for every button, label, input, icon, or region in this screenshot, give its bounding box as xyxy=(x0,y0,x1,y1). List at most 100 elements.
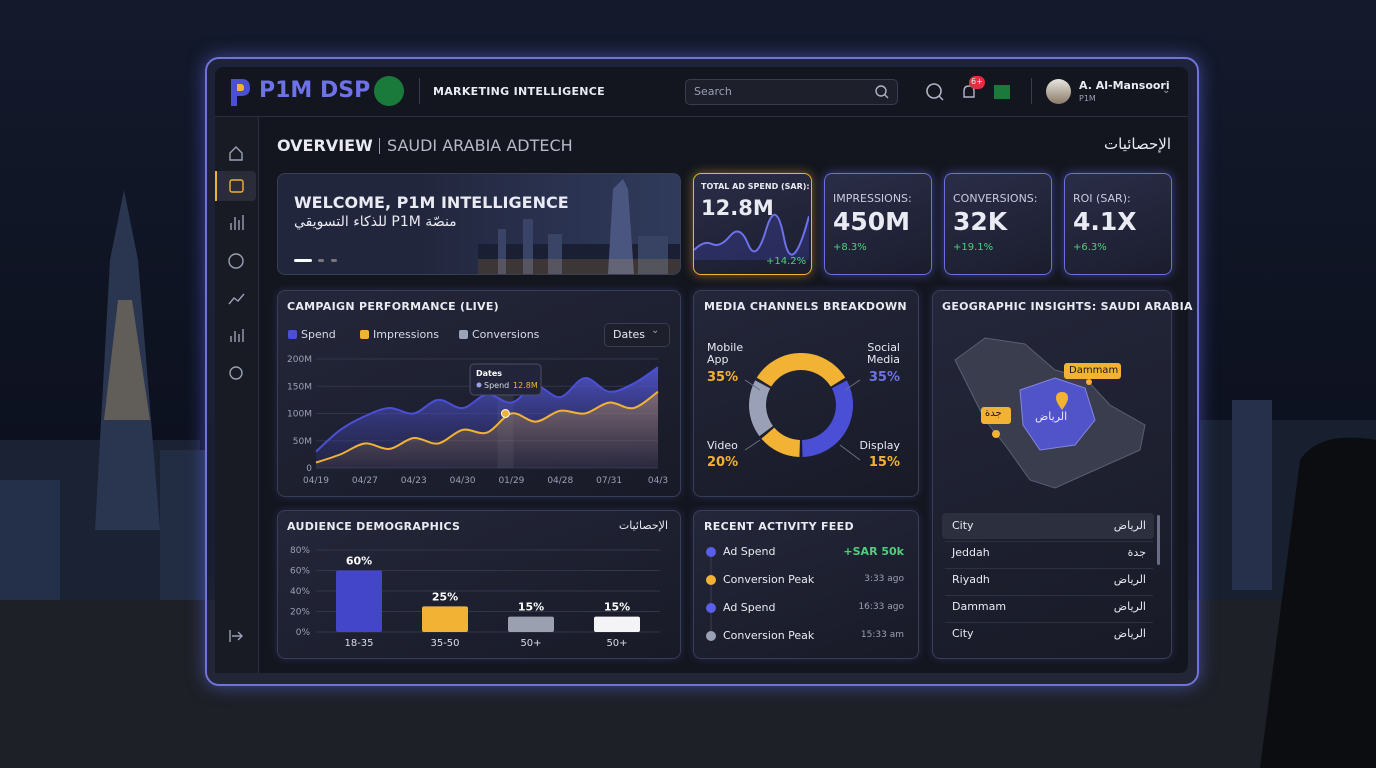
x-tick-label: 04/28 xyxy=(547,476,573,486)
x-tick-label: 07/31 xyxy=(596,476,622,486)
notification-badge xyxy=(969,76,985,89)
search-placeholder: Search xyxy=(694,85,732,98)
user-menu-caret[interactable]: ⌄ xyxy=(1162,85,1171,96)
header-divider xyxy=(215,116,1188,117)
donut-segment xyxy=(761,427,800,457)
tooltip-title: Dates xyxy=(476,369,502,378)
legend-swatch xyxy=(360,330,369,339)
card-title: CAMPAIGN PERFORMANCE (LIVE) xyxy=(287,300,500,313)
carousel-dot[interactable] xyxy=(294,259,312,262)
map-label: الرياض xyxy=(1035,410,1068,423)
activity-dot xyxy=(706,603,716,613)
y-tick-label: 60% xyxy=(290,567,310,577)
report-icon[interactable] xyxy=(230,329,244,342)
divider xyxy=(1031,78,1032,104)
carousel-dot[interactable] xyxy=(318,259,324,262)
activity-dot xyxy=(706,575,716,585)
donut-label: Display xyxy=(859,439,900,452)
sidebar-icons xyxy=(215,146,256,642)
kpi-label: TOTAL AD SPEND (SAR): xyxy=(701,182,810,191)
donut-value-label: 35% xyxy=(868,370,900,385)
x-tick-label: 04/23 xyxy=(401,476,427,486)
activity-detail: +SAR 50k xyxy=(843,545,904,558)
y-tick-label: 80% xyxy=(290,546,310,556)
search-box[interactable] xyxy=(685,79,898,105)
legend-swatch xyxy=(459,330,468,339)
kpi-label: ROI (SAR): xyxy=(1073,192,1131,205)
welcome-title: WELCOME, P1M INTELLIGENCE xyxy=(294,193,569,212)
row-divider xyxy=(945,541,1153,542)
y-tick-label: 100M xyxy=(287,410,312,420)
row-divider xyxy=(945,595,1153,596)
donut-label: Social Media xyxy=(866,341,900,366)
brand: P1M DSP xyxy=(259,78,371,103)
donut-segment xyxy=(749,380,773,437)
y-tick-label: 20% xyxy=(290,608,310,618)
card-title: RECENT ACTIVITY FEED xyxy=(704,520,854,533)
donut-value-label: 15% xyxy=(868,455,900,470)
riyadh-region[interactable] xyxy=(1019,377,1096,451)
kpi-change: +14.2% xyxy=(766,256,807,267)
leader-line xyxy=(744,379,761,391)
bar-value-label: 15% xyxy=(604,601,630,614)
activity-detail: 15:33 am xyxy=(860,630,904,640)
kpi-card[interactable] xyxy=(1064,173,1172,275)
legend-label: Conversions xyxy=(472,328,540,341)
table-selected-row[interactable] xyxy=(942,513,1154,539)
leader-line xyxy=(839,444,861,461)
date-filter[interactable] xyxy=(604,323,670,347)
card-title-arabic: الإحصائيات xyxy=(618,519,668,532)
table-cell: الرياض xyxy=(1113,627,1146,640)
bars-icon[interactable] xyxy=(230,215,244,230)
y-tick-label: 0 xyxy=(306,464,312,474)
active-indicator xyxy=(215,171,217,201)
y-tick-label: 0% xyxy=(296,628,311,638)
carousel-dot[interactable] xyxy=(331,259,337,262)
scrollbar[interactable] xyxy=(1157,515,1160,565)
legend-label: Impressions xyxy=(373,328,439,341)
table-cell: جدة xyxy=(1127,546,1146,559)
home-icon[interactable] xyxy=(229,146,243,161)
card-title: GEOGRAPHIC INSIGHTS: SAUDI ARABIA xyxy=(942,300,1193,313)
tooltip-series: Spend xyxy=(484,381,509,390)
settings-icon[interactable] xyxy=(229,366,243,380)
date-filter-label: Dates xyxy=(613,328,646,341)
leader-line xyxy=(744,439,761,451)
user-name[interactable]: A. Al-Mansoori xyxy=(1079,79,1170,92)
kpi-card[interactable] xyxy=(944,173,1052,275)
bar-value-label: 25% xyxy=(432,590,458,603)
activity-detail: 16:33 ago xyxy=(858,602,904,612)
table-cell: City xyxy=(952,519,974,532)
card-title: MEDIA CHANNELS BREAKDOWN xyxy=(704,300,907,313)
map-label: جدة xyxy=(985,408,1002,419)
donut-segment xyxy=(756,353,846,387)
activity-detail: 3:33 ago xyxy=(864,574,904,584)
kpi-label: CONVERSIONS: xyxy=(953,192,1038,205)
kpi-card[interactable] xyxy=(693,173,812,275)
kpi-sparkline xyxy=(694,214,809,260)
active-item xyxy=(216,171,256,201)
map-label: Dammam xyxy=(1069,365,1119,376)
page-title: OVERVIEW xyxy=(277,136,373,155)
bar xyxy=(508,616,554,632)
avatar[interactable] xyxy=(1046,79,1071,104)
kpi-card[interactable] xyxy=(824,173,932,275)
table-cell: Jeddah xyxy=(952,546,990,559)
tooltip-dot xyxy=(476,382,482,388)
trend-icon[interactable] xyxy=(228,293,245,305)
row-divider xyxy=(945,622,1153,623)
kpi-value: 32K xyxy=(953,207,1008,236)
section-name: MARKETING INTELLIGENCE xyxy=(433,85,605,98)
donut-value-label: 20% xyxy=(707,455,739,470)
legend-swatch xyxy=(288,330,297,339)
x-tick-label: 50+ xyxy=(520,638,541,649)
card-title: AUDIENCE DEMOGRAPHICS xyxy=(287,520,461,533)
sidebar xyxy=(215,117,259,673)
series-area xyxy=(316,391,658,468)
logout-icon[interactable] xyxy=(229,630,243,642)
pie-icon[interactable] xyxy=(228,253,244,269)
analytics-icon[interactable] xyxy=(229,179,244,193)
table-cell: الرياض xyxy=(1113,573,1146,586)
kpi-value: 450M xyxy=(833,207,911,236)
x-tick-label: 04/30 xyxy=(450,476,476,486)
